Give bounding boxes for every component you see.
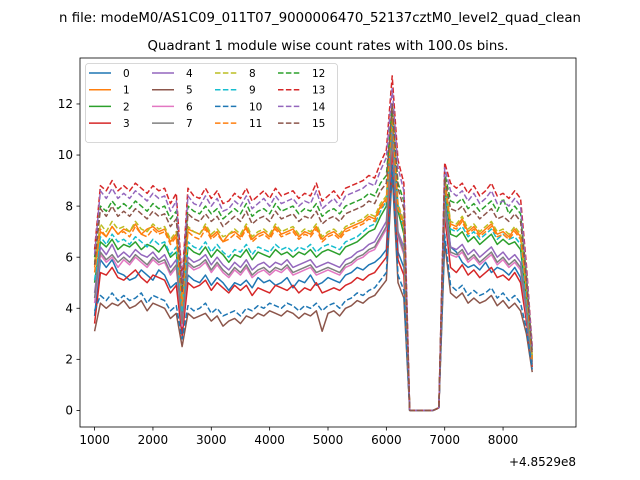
series-line-4	[93, 131, 533, 412]
series-line-2	[93, 121, 533, 412]
x-axis: 1000 2000 3000 4000 5000 6000 7000 8000	[79, 427, 518, 447]
x-tick-label: 8000	[488, 433, 519, 447]
y-tick-label: 0	[65, 404, 73, 418]
x-tick-label: 6000	[371, 433, 402, 447]
legend-item-9: 9	[215, 85, 256, 97]
legend-frame	[85, 63, 338, 143]
series-line-9	[93, 115, 533, 412]
legend-item-7: 7	[152, 118, 193, 130]
series-line-5	[93, 172, 533, 412]
legend-item-14: 14	[278, 101, 326, 113]
legend-label: 12	[312, 68, 325, 80]
figure-suptitle: n file: modeM0/AS1C09_011T07_9000006470_…	[59, 11, 581, 26]
legend-item-13: 13	[278, 85, 325, 97]
series-line-15	[93, 103, 533, 412]
legend-item-3: 3	[89, 118, 130, 130]
x-tick-label: 3000	[196, 433, 227, 447]
plot-area	[79, 57, 577, 428]
legend-label: 11	[249, 118, 262, 130]
x-tick-label: 4000	[254, 433, 285, 447]
y-tick-label: 6	[65, 250, 73, 264]
series-line-14	[93, 87, 533, 412]
x-tick-label: 5000	[313, 433, 344, 447]
y-tick-label: 8	[65, 199, 73, 213]
legend-label: 14	[312, 101, 326, 113]
legend-item-8: 8	[215, 68, 256, 80]
legend-item-12: 12	[278, 68, 325, 80]
legend-item-5: 5	[152, 85, 193, 97]
legend-label: 1	[123, 85, 130, 97]
legend-label: 15	[312, 118, 325, 130]
y-tick-label: 10	[58, 148, 73, 162]
series-line-12	[93, 105, 533, 412]
legend-item-6: 6	[152, 101, 193, 113]
y-axis: 0 2 4 6 8 10 12	[58, 97, 80, 418]
series-line-6	[93, 136, 533, 412]
y-tick-label: 4	[65, 301, 73, 315]
legend-item-1: 1	[89, 85, 130, 97]
series-layer	[93, 75, 533, 412]
series-line-1	[93, 110, 533, 412]
series-line-7	[93, 133, 533, 412]
x-tick-label: 1000	[79, 433, 110, 447]
legend-label: 5	[186, 85, 193, 97]
legend-label: 13	[312, 85, 325, 97]
series-line-11	[93, 113, 533, 412]
legend-item-15: 15	[278, 118, 325, 130]
legend-label: 6	[186, 101, 193, 113]
x-tick-label: 2000	[138, 433, 169, 447]
legend-label: 2	[123, 101, 130, 113]
series-line-8	[93, 108, 533, 412]
y-tick-label: 2	[65, 353, 73, 367]
legend-item-2: 2	[89, 101, 130, 113]
y-tick-label: 12	[58, 97, 73, 111]
series-line-0	[93, 128, 533, 412]
series-line-3	[93, 146, 533, 412]
legend-item-0: 0	[89, 68, 130, 80]
legend-label: 9	[249, 85, 256, 97]
legend-label: 10	[249, 101, 262, 113]
legend-item-10: 10	[215, 101, 262, 113]
x-offset-label: +4.8529e8	[509, 455, 576, 469]
legend-label: 0	[123, 68, 130, 80]
chart-title: Quadrant 1 module wise count rates with …	[148, 39, 509, 54]
series-line-13	[93, 75, 533, 412]
legend-item-11: 11	[215, 118, 262, 130]
legend-label: 8	[249, 68, 256, 80]
legend-label: 7	[186, 118, 193, 130]
series-line-10	[93, 164, 533, 412]
x-tick-label: 7000	[429, 433, 460, 447]
legend-label: 3	[123, 118, 130, 130]
legend-label: 4	[186, 68, 193, 80]
legend-item-4: 4	[152, 68, 193, 80]
